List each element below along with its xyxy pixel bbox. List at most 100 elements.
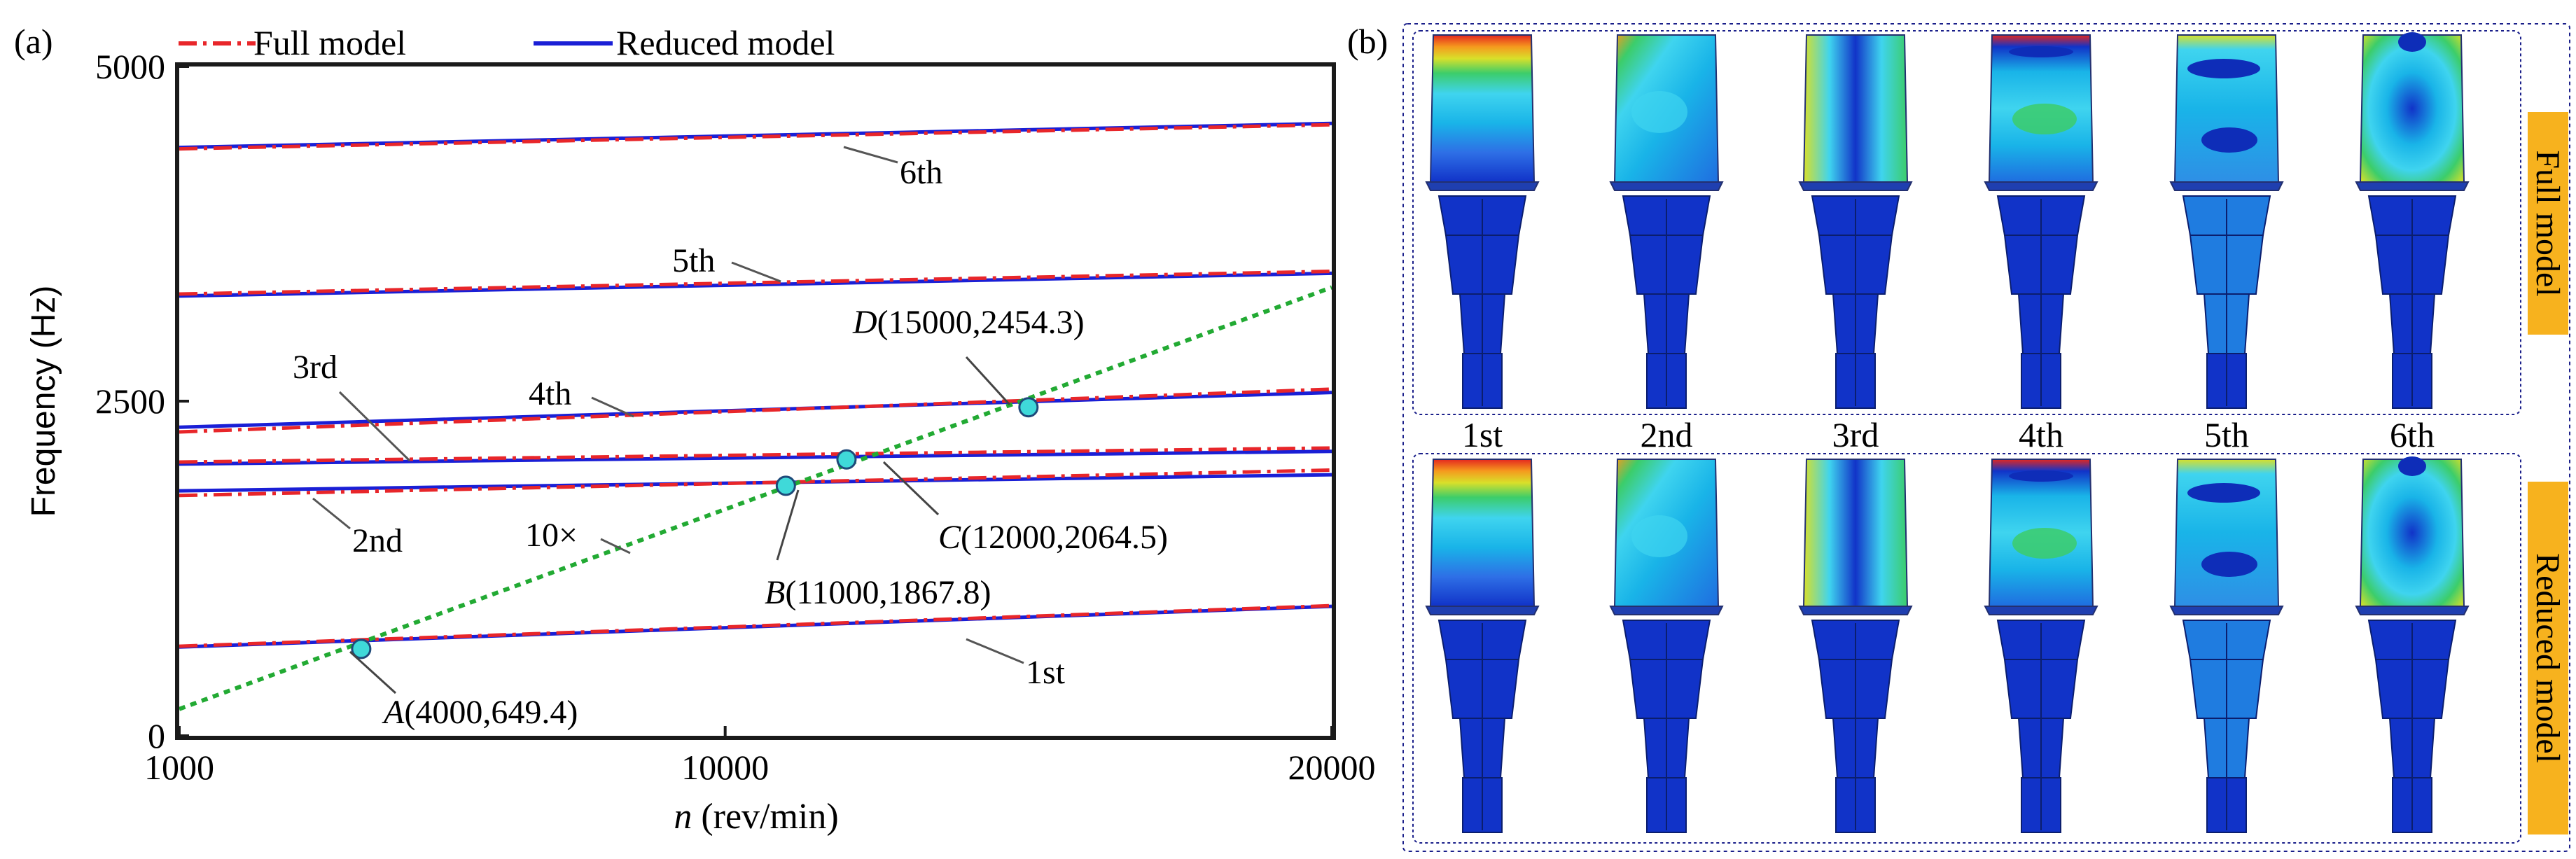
reduced-line-5th xyxy=(179,271,1332,298)
mode-lobe-lower xyxy=(2201,552,2257,577)
row-label-reduced-text: Reduced model xyxy=(2529,553,2566,763)
full-line-6th xyxy=(179,123,1332,151)
legend-full-model-label: Full model xyxy=(253,23,406,62)
label-1st: 1st xyxy=(1026,654,1066,691)
leader-4th xyxy=(591,396,634,418)
leader-5th xyxy=(731,261,781,283)
mode-lobe-top xyxy=(2398,456,2426,476)
frequency-chart: 1000 10000 20000 0 2500 5000 Frequency (Hz) n… xyxy=(25,47,1376,837)
mode-shape-full-5th xyxy=(2169,34,2284,409)
mode-shape-full-2nd xyxy=(1609,34,1724,409)
blade-airfoil xyxy=(2359,459,2465,607)
legend-reduced-model-label: Reduced model xyxy=(616,23,835,62)
mode-label-3: 3rd xyxy=(1832,415,1879,454)
mode-node-band xyxy=(2009,46,2073,57)
label-2nd: 2nd xyxy=(352,522,403,559)
point-label-b: B(11000,1867.8) xyxy=(765,574,991,611)
full-line-3rd xyxy=(179,446,1332,464)
blade-platform xyxy=(1609,181,1724,191)
blade-airfoil xyxy=(1429,34,1536,183)
mode-lobe xyxy=(2012,528,2077,559)
label-10x: 10× xyxy=(525,517,578,554)
point-b xyxy=(775,475,796,496)
blade-airfoil xyxy=(2359,34,2465,183)
x-tick-label-0: 1000 xyxy=(144,748,214,787)
point-label-a: A(4000,649.4) xyxy=(382,694,578,731)
legend: Full model Reduced model xyxy=(179,23,835,62)
excitation-line xyxy=(178,285,1333,711)
mode-lobe-upper xyxy=(2187,483,2260,503)
point-a-coords: (4000,649.4) xyxy=(404,694,578,731)
mode-labels: 6th 5th 4th 3rd 2nd 10× 1st xyxy=(293,146,1066,691)
label-5th: 5th xyxy=(672,242,715,279)
mode-shape-grid xyxy=(1425,32,2470,833)
mode-shape-full-4th xyxy=(1984,34,2098,409)
mode-shape-reduced-5th xyxy=(2169,459,2284,833)
blade-platform xyxy=(1425,181,1540,191)
intersection-points xyxy=(351,397,1039,659)
label-4th: 4th xyxy=(529,375,571,412)
point-label-d: D(15000,2454.3) xyxy=(852,304,1085,341)
blade-airfoil xyxy=(1429,459,1536,607)
blade-platform xyxy=(1798,181,1913,191)
mode-shape-reduced-2nd xyxy=(1609,459,1724,833)
x-axis-label: n (rev/min) xyxy=(674,797,838,837)
leader-6th xyxy=(843,146,898,164)
full-line-1st xyxy=(179,603,1332,648)
point-d-coords: (15000,2454.3) xyxy=(877,304,1085,341)
label-3rd: 3rd xyxy=(293,349,337,386)
full-line-5th xyxy=(179,270,1332,296)
blade-platform xyxy=(2169,606,2284,615)
panel-b-full-frame xyxy=(1412,30,2521,415)
row-label-reduced-box xyxy=(2528,482,2568,834)
y-tick-label-1: 2500 xyxy=(95,382,165,421)
row-label-full-box xyxy=(2528,112,2568,335)
blade-platform xyxy=(1798,606,1913,615)
point-c xyxy=(836,449,857,470)
leader-3rd xyxy=(338,391,411,462)
point-label-c: C(12000,2064.5) xyxy=(938,519,1168,556)
blade-airfoil xyxy=(1802,34,1909,183)
mode-labels-row: 1st 2nd 3rd 4th 5th 6th xyxy=(1462,415,2435,454)
full-line-2nd xyxy=(179,468,1332,498)
chart-lines xyxy=(179,121,1332,649)
blade-platform xyxy=(2169,181,2284,191)
mode-label-1: 1st xyxy=(1462,415,1503,454)
axis-ticks: 1000 10000 20000 0 2500 5000 xyxy=(95,47,1376,787)
mode-label-6: 6th xyxy=(2390,415,2435,454)
panel-b-outer-frame xyxy=(1402,23,2570,852)
leader-point-c xyxy=(882,461,940,516)
mode-lobe-top xyxy=(2398,32,2426,52)
leader-10x xyxy=(600,538,631,554)
mode-lobe-upper xyxy=(2187,59,2260,78)
blade-airfoil xyxy=(1802,459,1909,607)
mode-lobe xyxy=(2012,104,2077,134)
point-d xyxy=(1018,397,1039,418)
mode-shape-full-1st xyxy=(1425,34,1540,409)
y-tick-label-0: 0 xyxy=(148,716,165,755)
panel-b-reduced-frame xyxy=(1412,453,2521,844)
label-6th: 6th xyxy=(900,154,942,191)
mode-lobe xyxy=(1631,91,1687,133)
blade-platform xyxy=(1984,606,2098,615)
row-label-reduced: Reduced model xyxy=(2528,482,2568,834)
mode-lobe xyxy=(1631,515,1687,557)
leader-point-d xyxy=(965,356,1011,406)
mode-shape-reduced-1st xyxy=(1425,459,1540,833)
point-a-letter: A xyxy=(382,694,405,731)
leader-2nd xyxy=(312,497,351,530)
point-c-letter: C xyxy=(938,519,961,556)
plot-frame xyxy=(175,62,1336,740)
blade-airfoil xyxy=(2173,34,2280,183)
point-c-coords: (12000,2064.5) xyxy=(961,519,1168,556)
full-line-4th xyxy=(179,387,1332,434)
excitation-line-group xyxy=(178,285,1333,711)
mode-shape-full-3rd xyxy=(1798,34,1913,409)
x-tick-label-1: 10000 xyxy=(681,748,769,787)
leader-point-a xyxy=(349,650,397,694)
mode-label-2: 2nd xyxy=(1641,415,1693,454)
point-labels: A(4000,649.4) B(11000,1867.8) C(12000,20… xyxy=(349,304,1168,731)
panel-label-a: (a) xyxy=(14,22,53,61)
point-b-coords: (11000,1867.8) xyxy=(785,574,991,611)
mode-label-4: 4th xyxy=(2019,415,2063,454)
